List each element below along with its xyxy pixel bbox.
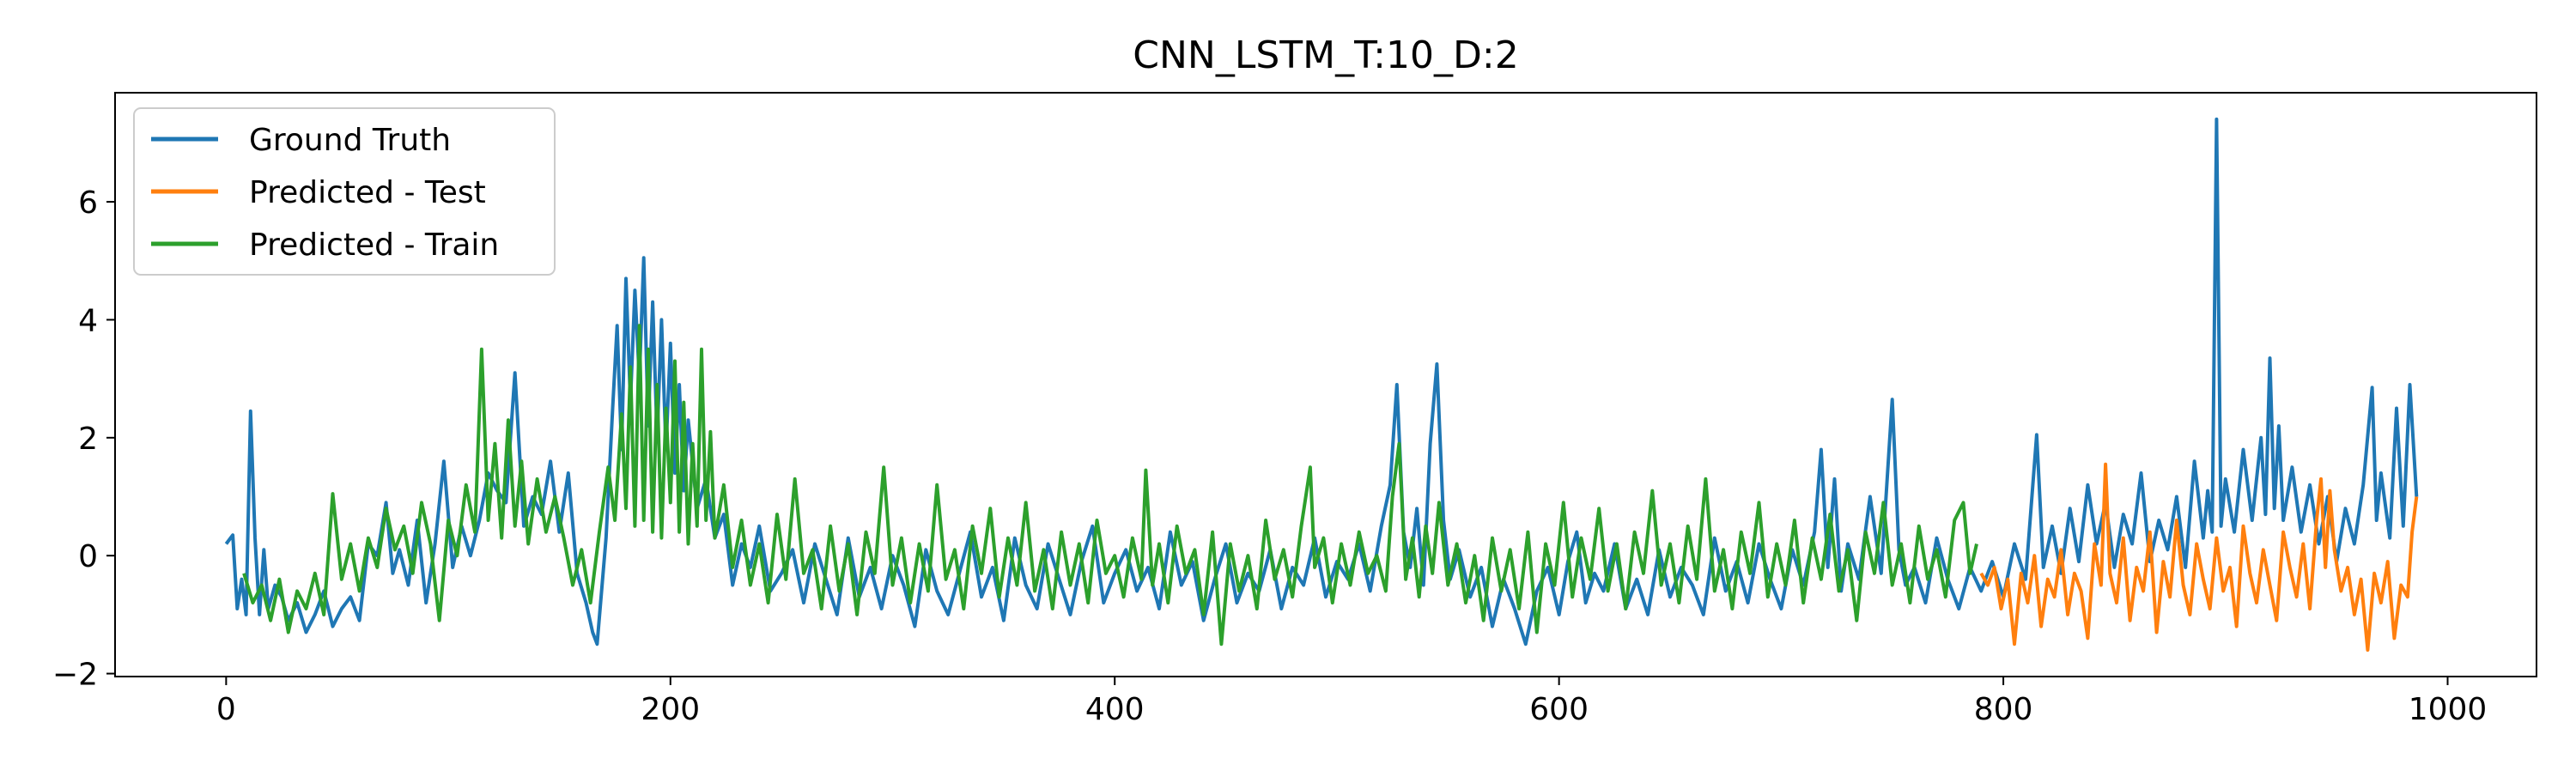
x-tick-label: 800 <box>1974 692 2033 727</box>
series-layer <box>224 117 2419 653</box>
legend-label-ground-truth: Ground Truth <box>249 123 451 158</box>
plot-frame <box>114 92 2537 677</box>
x-tick-label: 0 <box>216 692 236 727</box>
legend-label-predicted-test: Predicted - Test <box>249 175 486 210</box>
y-tick-label: 0 <box>78 539 98 574</box>
y-tick-label: −2 <box>52 658 98 693</box>
legend: Ground Truth Predicted - Test Predicted … <box>133 107 556 276</box>
y-tick-label: 4 <box>78 303 98 338</box>
x-tick-label: 400 <box>1085 692 1145 727</box>
x-tick-label: 200 <box>641 692 700 727</box>
series-line-predicted-test <box>1979 462 2419 653</box>
series-line-predicted-train <box>242 324 1978 646</box>
x-tick-label: 1000 <box>2409 692 2488 727</box>
y-axis: −2 0 2 4 6 <box>52 185 115 693</box>
x-axis: 0 200 400 600 800 1000 <box>216 677 2487 727</box>
y-tick-label: 2 <box>78 422 98 457</box>
legend-label-predicted-train: Predicted - Train <box>249 228 499 263</box>
chart-title: CNN_LSTM_T:10_D:2 <box>1133 33 1518 77</box>
legend-box <box>133 107 556 276</box>
x-tick-label: 600 <box>1529 692 1589 727</box>
y-tick-label: 6 <box>78 185 98 221</box>
